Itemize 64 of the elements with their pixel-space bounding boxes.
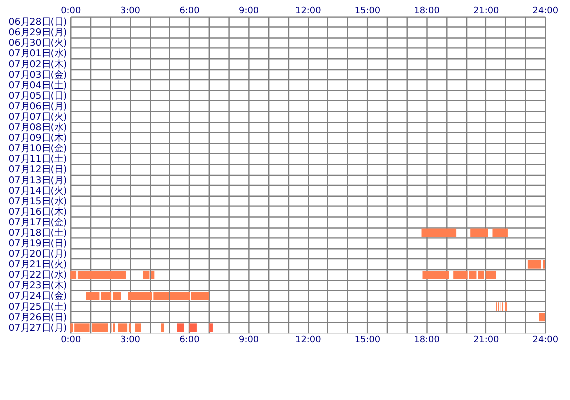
y-tick-label: 07月08日(水) [8, 122, 68, 134]
y-tick-label: 07月12日(日) [8, 164, 68, 176]
bar [470, 228, 488, 238]
x-tick-label: 24:00 [532, 6, 559, 16]
x2-tick-label: 6:00 [180, 336, 200, 346]
y-tick-label: 07月26日(日) [8, 312, 68, 324]
x-tick-label: 18:00 [414, 6, 440, 16]
y-tick-label: 07月27日(月) [8, 322, 68, 334]
bar [92, 324, 108, 332]
x2-tick-label: 18:00 [414, 336, 440, 346]
x-tick-label: 12:00 [295, 6, 322, 16]
y-tick-label: 07月23日(木) [8, 280, 68, 292]
x-tick-label: 21:00 [473, 6, 500, 16]
x2-tick-label: 15:00 [354, 336, 381, 346]
bar [74, 324, 90, 332]
y-tick-label: 06月30日(火) [8, 38, 68, 50]
bar [118, 324, 128, 332]
x2-tick-label: 3:00 [120, 336, 141, 346]
y-tick-label: 07月16日(木) [8, 206, 68, 218]
y-tick-label: 07月17日(金) [8, 217, 68, 228]
x2-tick-label: 21:00 [473, 336, 500, 346]
x-tick-label: 15:00 [354, 6, 381, 16]
bar [422, 228, 457, 238]
y-tick-label: 07月06日(月) [8, 101, 68, 112]
y-tick-label: 07月05日(日) [8, 90, 68, 102]
y-tick-label: 07月03日(金) [8, 70, 68, 81]
bar [86, 292, 100, 300]
y-tick-label: 07月22日(水) [8, 270, 68, 282]
y-tick-label: 07月11日(土) [8, 154, 68, 166]
y-tick-label: 07月24日(金) [8, 291, 68, 302]
y-tick-label: 07月13日(月) [8, 175, 68, 186]
y-tick-label: 07月19日(日) [8, 238, 68, 250]
x-tick-label: 0:00 [61, 6, 82, 16]
x-tick-label: 9:00 [239, 6, 260, 16]
x-tick-label: 3:00 [120, 6, 141, 16]
bar [161, 324, 164, 332]
y-tick-label: 07月01日(水) [8, 48, 68, 60]
y-tick-label: 07月20日(月) [8, 249, 68, 260]
bar [539, 313, 546, 322]
bar [422, 270, 450, 280]
y-tick-label: 07月18日(土) [8, 228, 68, 239]
x2-tick-label: 24:00 [532, 336, 559, 346]
bar [190, 324, 197, 332]
y-tick-label: 07月02日(木) [8, 59, 68, 70]
y-tick-label: 07月04日(土) [8, 80, 68, 92]
y-tick-label: 07月10日(金) [8, 144, 68, 155]
y-tick-label: 06月29日(月) [8, 28, 68, 39]
bar [492, 228, 508, 238]
bar [528, 260, 542, 269]
y-tick-label: 07月25日(土) [8, 302, 68, 313]
y-tick-label: 07月15日(水) [8, 196, 68, 208]
x2-tick-label: 12:00 [295, 336, 322, 346]
bar [135, 324, 142, 332]
y-tick-label: 06月28日(日) [8, 17, 68, 28]
y-tick-label: 07月07日(火) [8, 112, 68, 123]
y-tick-label: 07月09日(木) [8, 133, 68, 144]
x2-tick-label: 0:00 [61, 336, 82, 346]
x2-tick-label: 9:00 [239, 336, 260, 346]
y-tick-label: 07月14日(火) [8, 186, 68, 197]
bar [210, 324, 213, 332]
bar [113, 324, 116, 332]
x-tick-label: 6:00 [180, 6, 200, 16]
bar [176, 324, 184, 332]
y-tick-label: 07月21日(火) [8, 260, 68, 271]
